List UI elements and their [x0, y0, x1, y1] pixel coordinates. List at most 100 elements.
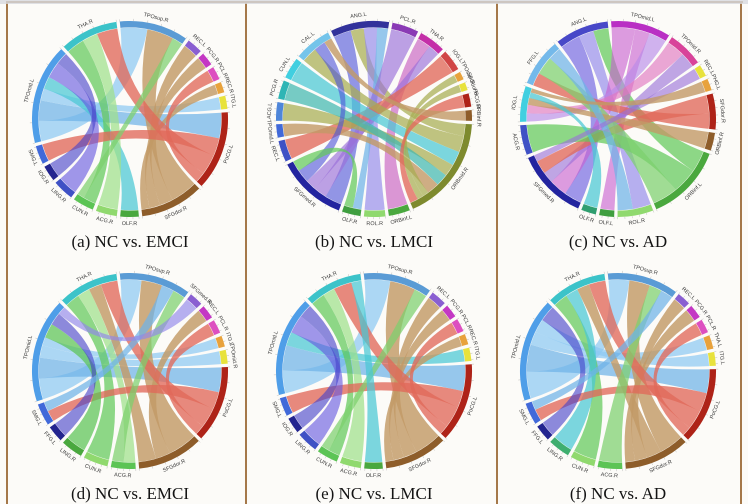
chord-ribbon	[593, 28, 704, 171]
axis-tick	[38, 158, 41, 160]
axis-tick	[302, 187, 304, 190]
figure-row-2: TPOsup.R SFGmed.R REC.L PCL.R ITG.L TPOmid.R P…	[8, 255, 740, 504]
axis-tick	[464, 333, 467, 335]
node-arc	[391, 22, 419, 38]
node-label: REC.L	[269, 145, 280, 162]
node-arc	[37, 402, 54, 425]
node-label: ANG.L	[570, 17, 587, 29]
axis-tick	[103, 274, 105, 277]
axis-tick	[225, 94, 228, 96]
chord-ribbon	[542, 307, 586, 435]
axis-tick	[277, 92, 280, 93]
axis-tick	[693, 180, 696, 183]
chord-ribbon	[399, 95, 465, 203]
figure-row-1: TPOsup.R REC.L PCG.R PCL.R REC.R ITG.L PoCG.L S…	[8, 3, 740, 253]
axis-tick	[178, 203, 180, 207]
node-arc	[31, 302, 65, 402]
node-arc	[31, 49, 66, 143]
axis-tick	[437, 294, 439, 297]
axis-tick	[337, 210, 339, 213]
node-arc	[706, 93, 717, 130]
axis-tick	[663, 282, 665, 285]
axis-tick	[37, 408, 40, 410]
node-label: ITG.L	[224, 332, 234, 347]
node-arc	[278, 139, 292, 162]
axis-tick	[658, 27, 660, 30]
node-label: SMG.L	[26, 149, 38, 167]
axis-tick	[551, 444, 554, 447]
chord-ribbon	[598, 285, 662, 463]
axis-tick	[51, 179, 54, 182]
axis-tick	[533, 64, 536, 66]
node-arc	[138, 436, 199, 469]
column-divider-1	[245, 1, 247, 504]
axis-tick	[705, 74, 708, 76]
node-arc	[696, 319, 709, 335]
axis-tick	[336, 277, 338, 281]
axis-tick	[219, 159, 222, 161]
axis-tick	[404, 212, 406, 215]
axis-tick	[39, 413, 43, 416]
axis-tick	[100, 464, 102, 467]
node-arc	[418, 33, 443, 54]
axis-tick	[341, 24, 343, 27]
chord-ribbon	[534, 68, 700, 162]
axis-tick	[42, 419, 45, 421]
axis-tick	[201, 438, 203, 440]
axis-tick	[71, 37, 74, 40]
axis-tick	[69, 197, 72, 200]
node-arc	[454, 71, 464, 82]
node-arc	[704, 132, 716, 151]
node-arc	[465, 110, 473, 121]
axis-tick	[308, 445, 311, 448]
node-label: IOG.L	[511, 95, 519, 110]
chord-ribbon	[384, 336, 462, 462]
node-arc	[279, 396, 293, 416]
node-label: ITG.L	[473, 346, 481, 360]
node-arc	[275, 301, 310, 395]
axis-tick	[520, 143, 524, 144]
axis-tick	[313, 38, 316, 41]
axis-tick	[300, 437, 302, 439]
axis-tick	[468, 92, 471, 94]
node-arc	[63, 437, 85, 456]
axis-tick	[290, 315, 293, 317]
axis-tick	[464, 81, 468, 83]
chord-ribbon	[165, 70, 214, 182]
axis-tick	[202, 52, 205, 54]
axis-tick	[522, 148, 525, 150]
node-label: TPOsup.R	[143, 12, 169, 24]
chord-ribbon	[100, 280, 214, 427]
node-arc	[597, 460, 623, 470]
chord-ribbon	[51, 313, 97, 436]
chord-diagram-d: TPOsup.RSFGmed.RREC.LPCL.RITG.LTPOmid.RP…	[23, 264, 238, 479]
node-arc	[611, 20, 670, 41]
node-arc	[570, 451, 596, 467]
axis-tick	[532, 317, 535, 320]
axis-tick	[705, 414, 708, 416]
node-arc	[287, 161, 342, 211]
node-label: TPOmid.L	[630, 12, 655, 24]
axis-tick	[707, 77, 710, 79]
node-arc	[317, 446, 340, 462]
panel-caption-e: (e) NC vs. LMCI	[315, 484, 433, 503]
node-label: PoCG.R	[471, 88, 481, 109]
node-label: CUN.R	[571, 463, 589, 475]
axis-tick	[446, 304, 449, 306]
node-arc	[462, 347, 472, 362]
axis-tick	[330, 459, 332, 462]
node-arc	[440, 364, 473, 439]
node-arc	[363, 272, 430, 296]
axis-tick	[454, 313, 457, 316]
chord-ribbon	[165, 323, 214, 434]
axis-tick	[44, 170, 47, 172]
axis-tick	[583, 210, 585, 214]
node-label: SFGdor.R	[718, 99, 726, 124]
axis-tick	[455, 425, 458, 427]
chord-ribbon	[526, 279, 630, 399]
chord-ribbon	[530, 81, 706, 106]
axis-tick	[47, 175, 50, 177]
node-arc	[196, 367, 229, 439]
axis-tick	[188, 38, 191, 41]
node-arc	[557, 21, 609, 47]
